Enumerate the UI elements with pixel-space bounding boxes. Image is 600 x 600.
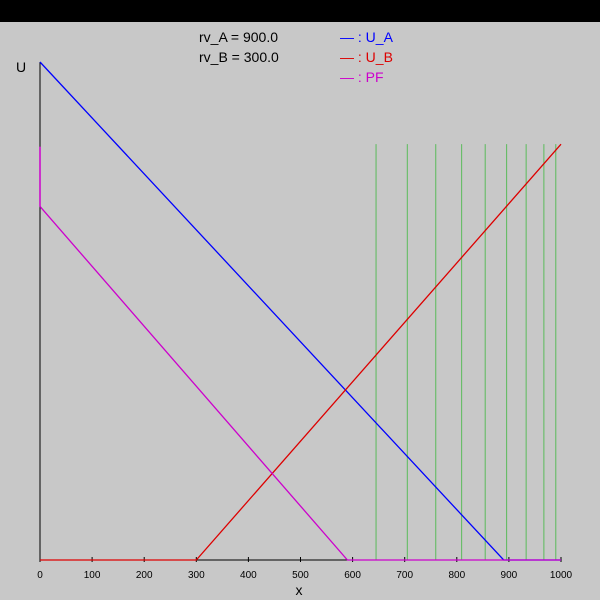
top-bar (0, 0, 600, 22)
x-tick-label-800: 800 (448, 570, 465, 581)
x-tick-label-500: 500 (292, 570, 309, 581)
x-tick-label-1000: 1000 (550, 570, 573, 581)
x-tick-label-600: 600 (344, 570, 361, 581)
series-line-1 (40, 143, 562, 561)
param-rv-a: rv_A = 900.0 (199, 29, 279, 45)
x-ticks-group: 0 100 200 300 400 500 600 700 800 900 1000 (37, 557, 573, 581)
x-tick-label-400: 400 (240, 570, 257, 581)
x-tick-label-700: 700 (396, 570, 413, 581)
x-tick-label-300: 300 (188, 570, 205, 581)
x-tick-label-100: 100 (84, 570, 101, 581)
x-tick-label-900: 900 (501, 570, 518, 581)
legend-label-u-b: : U_B (357, 49, 393, 65)
y-axis-label: U (16, 59, 26, 75)
param-rv-b: rv_B = 300.0 (199, 49, 279, 65)
legend-item-u-a: — : U_A (340, 29, 393, 45)
series-group (39, 61, 562, 561)
vertical-lines-group (375, 144, 557, 560)
x-axis-label: x (296, 582, 303, 598)
series-line-0 (39, 61, 561, 561)
series-line-2 (39, 205, 561, 561)
x-tick-label-0: 0 (37, 570, 43, 581)
legend-label-pf: : PF (357, 69, 384, 85)
legend-item-u-b: — : U_B (340, 49, 393, 65)
legend-label-u-a: : U_A (357, 29, 393, 45)
x-tick-label-200: 200 (136, 570, 153, 581)
legend-item-pf: — : PF (340, 69, 384, 85)
